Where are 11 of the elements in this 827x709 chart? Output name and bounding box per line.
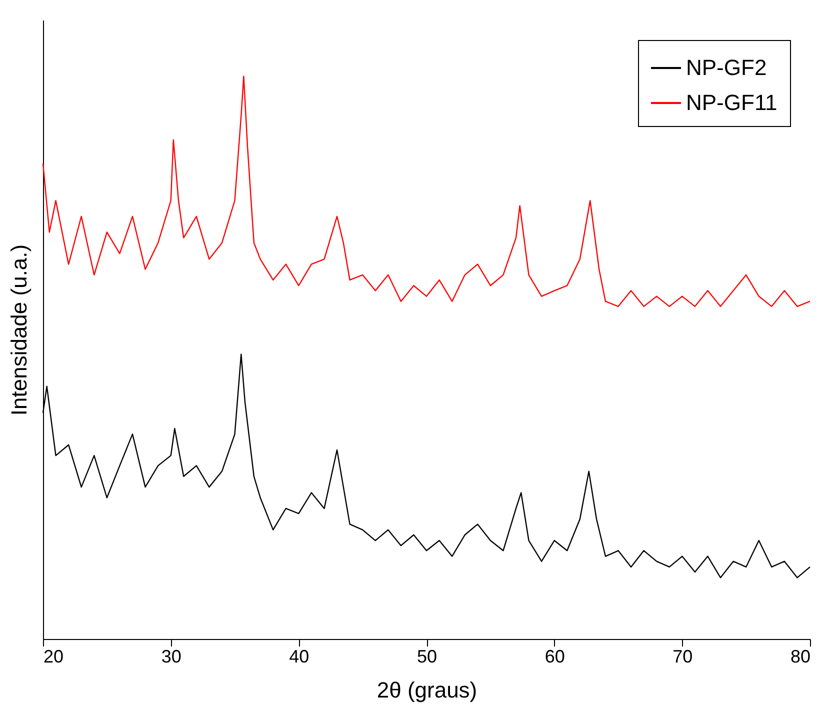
x-tick-label: 50 xyxy=(416,646,438,666)
legend-label: NP-GF2 xyxy=(686,55,767,80)
x-tick-label: 40 xyxy=(289,646,310,666)
x-tick-label: 80 xyxy=(790,646,810,666)
x-tick-label: 20 xyxy=(44,646,64,666)
x-tick-label: 70 xyxy=(672,646,693,666)
x-axis-title: 2θ (graus) xyxy=(376,678,478,702)
x-tick-label: 30 xyxy=(161,646,182,666)
y-axis-title: Intensidade (u.a.) xyxy=(6,244,32,416)
x-tick-label: 60 xyxy=(544,646,565,666)
legend-label: NP-GF11 xyxy=(686,90,778,115)
